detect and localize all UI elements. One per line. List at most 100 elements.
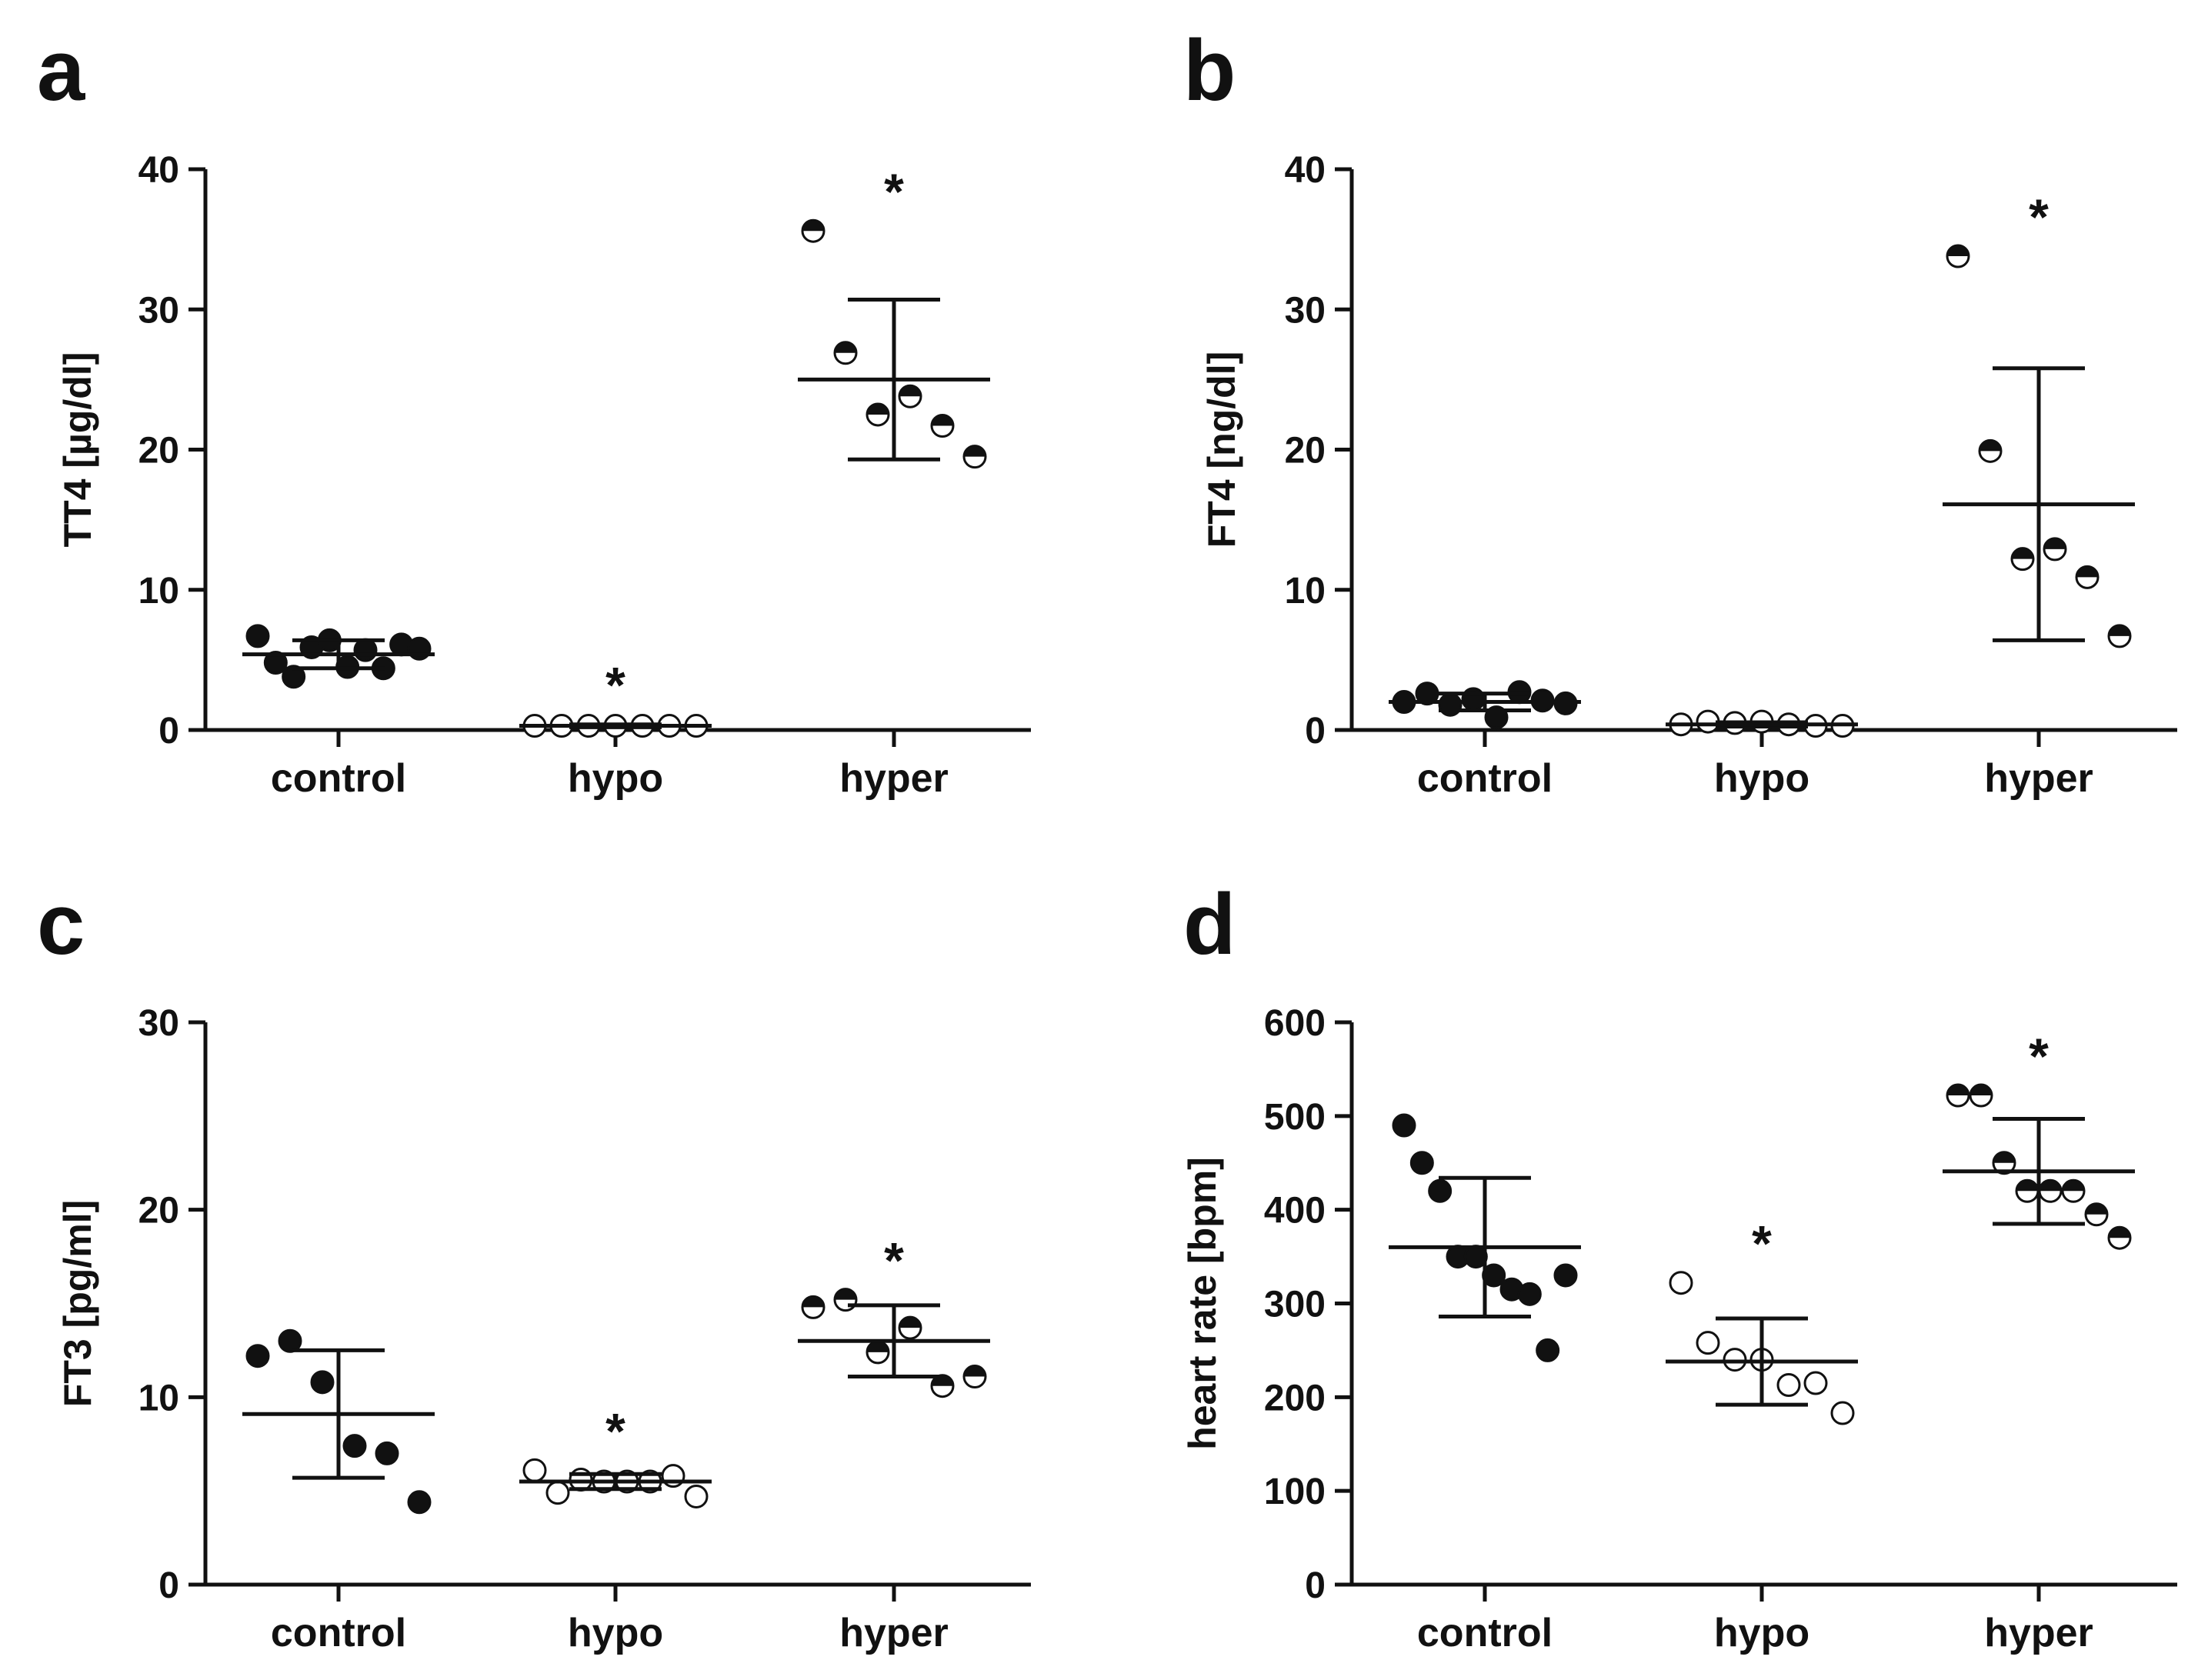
data-point [1409,1151,1434,1175]
y-tick-label: 20 [1285,431,1326,472]
data-point [1776,1372,1801,1397]
significance-star: * [2029,188,2049,245]
y-tick-label: 0 [158,1565,179,1606]
panel-c: c 0 10 20 30 FT3 [pg/ml] control hypo hyper * * [37,876,1031,1655]
group-control [1389,1113,1581,1362]
data-point [2038,1178,2063,1203]
data-point [962,1365,987,1389]
x-tick-label-hypo: hypo [568,1611,663,1655]
data-point [2010,547,2035,572]
y-tick-label: 10 [1285,571,1326,612]
data-point [1428,1178,1453,1203]
x-tick-label-hypo: hypo [568,756,663,801]
significance-star: * [605,1402,625,1459]
x-tick-label-control: control [1417,756,1553,801]
data-point [2107,1225,2132,1250]
panel-a: a 0 10 20 30 40 TT4 [µg/dl] control hypo hyper * * [37,22,1031,801]
group-control [242,1328,435,1515]
x-tick-label-hyper: hyper [839,756,949,801]
data-point [245,624,270,648]
x-tick-label-control: control [271,1611,406,1655]
x-tick-label-control: control [271,756,406,801]
data-point [1415,682,1439,706]
x-tick-label-hyper: hyper [1984,756,2093,801]
data-point [1978,438,2003,463]
data-point [2061,1178,2086,1203]
data-point [866,402,890,427]
data-point [310,1370,335,1395]
data-point [407,636,432,661]
data-point [930,414,955,438]
data-point [375,1441,399,1465]
y-tick-label: 100 [1264,1472,1326,1512]
data-point [833,341,858,365]
y-tick-label: 600 [1264,1003,1326,1044]
group-hypo [1666,709,1858,738]
y-tick-label: 30 [138,290,179,331]
group-hyper: * [798,163,990,469]
significance-star: * [884,163,904,220]
significance-star: * [884,1232,904,1289]
y-axis-title: TT4 [µg/dl] [56,352,99,548]
y-tick-label: 40 [138,150,179,191]
y-axis-title: heart rate [bpm] [1181,1157,1224,1450]
y-tick-label: 0 [158,711,179,752]
x-tick-label-hypo: hypo [1714,756,1809,801]
group-control [242,624,435,689]
data-point [1992,1151,2016,1175]
data-point [1803,1371,1828,1395]
data-point [1517,1282,1542,1306]
x-tick-label-hyper: hyper [1984,1611,2093,1655]
group-hyper: * [798,1232,990,1398]
data-point [1669,1271,1693,1295]
panel-letter-c: c [37,876,85,972]
group-hypo: * [1666,1215,1858,1425]
data-point [1946,1083,1970,1108]
y-tick-label: 30 [1285,290,1326,331]
significance-star: * [605,657,625,714]
data-point [282,665,306,689]
data-point [2075,565,2100,589]
data-point [278,1328,302,1353]
data-point [1536,1338,1560,1362]
y-tick-label: 300 [1264,1285,1326,1325]
data-point [2043,537,2067,562]
data-point [1969,1083,1993,1108]
group-hypo: * [519,657,712,738]
data-point [801,1295,825,1319]
y-tick-label: 200 [1264,1378,1326,1418]
y-tick-label: 30 [138,1003,179,1044]
data-point [2107,624,2132,648]
y-tick-label: 20 [138,1191,179,1232]
y-tick-label: 400 [1264,1191,1326,1232]
significance-star: * [2029,1028,2049,1085]
y-tick-label: 0 [1305,1565,1326,1606]
group-hyper: * [1943,188,2135,648]
x-tick-label-control: control [1417,1611,1553,1655]
y-tick-label: 20 [138,431,179,472]
data-point [2015,1178,2040,1203]
x-tick-label-hypo: hypo [1714,1611,1809,1655]
data-point [1553,1263,1578,1288]
data-point [1461,687,1486,712]
y-tick-label: 0 [1305,711,1326,752]
data-point [866,1340,890,1365]
panel-d: d 0 100 200 300 400 500 600 heart rate [bpm] con… [1181,876,2177,1655]
panel-letter-d: d [1183,876,1236,972]
data-point [1830,1401,1855,1425]
y-tick-label: 10 [138,571,179,612]
data-point [353,638,378,662]
data-point [1696,709,1720,734]
y-tick-label: 10 [138,1378,179,1418]
panel-letter-b: b [1183,22,1236,118]
data-point [522,1458,547,1482]
data-point [962,445,987,469]
data-point [1696,1331,1720,1355]
data-point [245,1344,270,1368]
data-point [1392,1113,1416,1138]
panel-b: b 0 10 20 30 40 FT4 [ng/dl] control hypo hyper * [1183,22,2177,801]
data-point [930,1374,955,1398]
y-axis-title: FT4 [ng/dl] [1200,352,1243,548]
